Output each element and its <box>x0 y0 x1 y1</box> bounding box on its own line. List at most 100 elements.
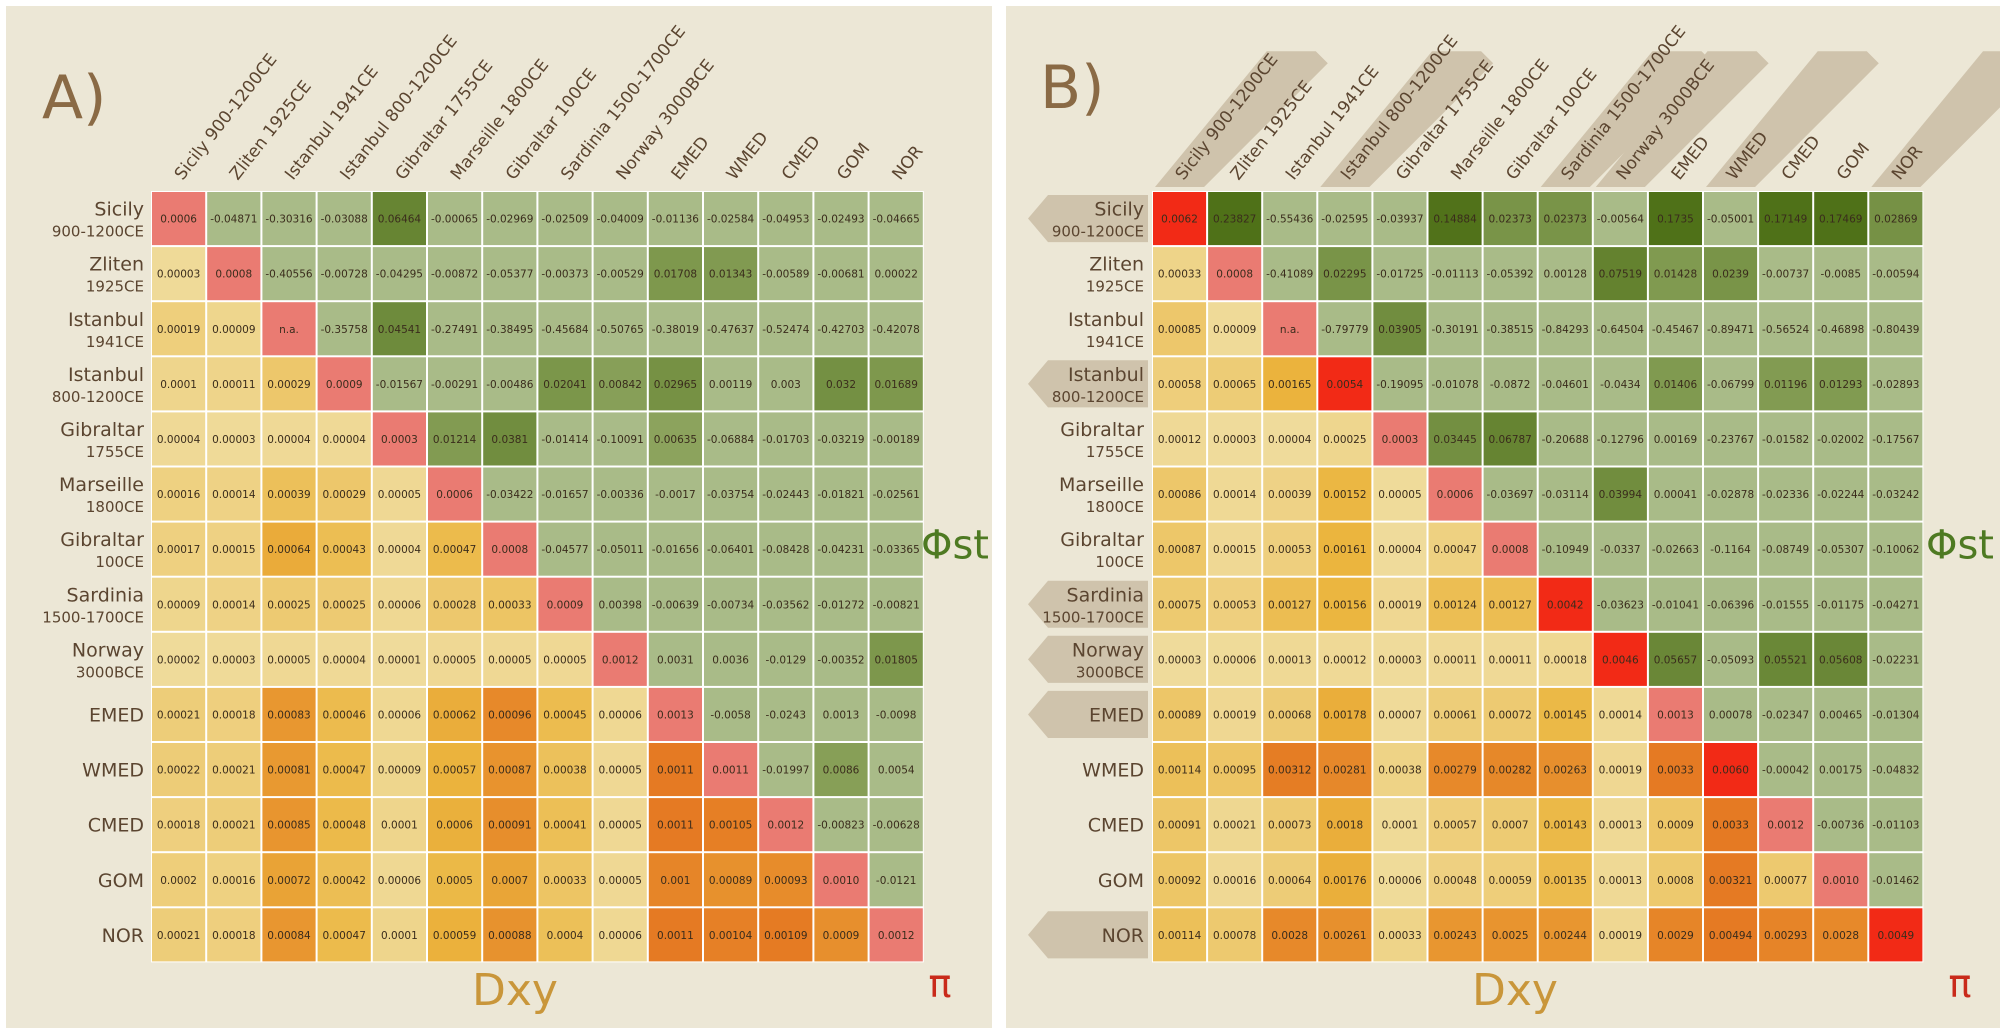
cell-value-label: 0.0008 <box>215 269 252 281</box>
heatmap-cell <box>1263 467 1317 521</box>
cell-value-label: 0.00842 <box>598 379 641 391</box>
heatmap-cell <box>869 357 923 411</box>
cell-value-label: 0.00114 <box>1158 765 1202 777</box>
cell-value-label: -0.04009 <box>597 214 644 226</box>
heatmap-cell <box>1814 192 1868 246</box>
heatmap-cell <box>1538 632 1592 686</box>
cell-value-label: 0.05608 <box>1819 654 1862 666</box>
heatmap-cell <box>152 302 206 356</box>
cell-value-label: 0.00039 <box>267 489 310 501</box>
heatmap-cell <box>1593 302 1647 356</box>
heatmap-cell <box>1593 412 1647 466</box>
heatmap-cell <box>869 798 923 852</box>
heatmap-cell <box>1483 522 1537 576</box>
cell-value-label: 0.00005 <box>378 489 421 501</box>
cell-value-label: -0.00291 <box>431 379 478 391</box>
cell-value-label: 0.0028 <box>1822 930 1859 942</box>
cell-value-label: 0.0012 <box>1767 820 1804 832</box>
cell-value-label: 0.00635 <box>654 434 697 446</box>
cell-value-label: 0.00161 <box>1323 544 1366 556</box>
heatmap-cell <box>428 247 482 301</box>
heatmap-cell <box>428 577 482 631</box>
heatmap-cell <box>1704 467 1758 521</box>
heatmap-cell <box>483 302 537 356</box>
cell-value-label: 0.00068 <box>1268 709 1311 721</box>
cell-value-label: 0.00005 <box>598 820 641 832</box>
cell-value-label: 0.00004 <box>157 434 201 446</box>
cell-value-label: -0.02336 <box>1762 489 1810 501</box>
heatmap-cell <box>262 192 316 246</box>
cell-value-label: 0.0013 <box>1657 709 1694 721</box>
cell-value-label: 0.0007 <box>491 875 528 887</box>
cell-value-label: 0.0381 <box>491 434 528 446</box>
cell-value-label: -0.40556 <box>265 269 313 281</box>
cell-value-label: -0.10091 <box>597 434 644 446</box>
heatmap-cell <box>1483 798 1537 852</box>
heatmap-cell <box>538 687 592 741</box>
cell-value-label: 0.00064 <box>267 544 311 556</box>
cell-value-label: 0.00038 <box>543 765 586 777</box>
cell-value-label: 0.00005 <box>1378 489 1421 501</box>
cell-value-label: 0.00176 <box>1323 875 1367 887</box>
heatmap-cell <box>372 522 426 576</box>
heatmap-cell <box>704 632 758 686</box>
cell-value-label: -0.19095 <box>1376 379 1423 391</box>
cell-value-label: 0.01708 <box>654 269 697 281</box>
heatmap-cell <box>428 522 482 576</box>
heatmap-cell <box>759 302 813 356</box>
cell-value-label: -0.79779 <box>1321 324 1368 336</box>
heatmap-cell <box>593 467 647 521</box>
heatmap-cell <box>1648 247 1702 301</box>
heatmap-cell <box>869 853 923 907</box>
heatmap-cell <box>538 302 592 356</box>
heatmap-cell <box>1814 632 1868 686</box>
cell-value-label: 0.0001 <box>160 379 197 391</box>
cell-value-label: 0.0049 <box>1877 930 1914 942</box>
cell-value-label: 0.00169 <box>1654 434 1697 446</box>
heatmap-cell <box>317 412 371 466</box>
heatmap-cell <box>1428 632 1482 686</box>
heatmap-cell <box>759 853 813 907</box>
cell-value-label: 0.00005 <box>488 654 531 666</box>
cell-value-label: 0.00092 <box>1158 875 1201 887</box>
heatmap-cell <box>1869 412 1923 466</box>
cell-value-label: -0.00589 <box>762 269 809 281</box>
cell-value-label: 0.07519 <box>1599 269 1642 281</box>
cell-value-label: 0.00002 <box>157 654 200 666</box>
cell-value-label: 0.00006 <box>598 709 642 721</box>
heatmap-cell <box>1593 908 1647 962</box>
heatmap-cell <box>1208 357 1262 411</box>
heatmap-cell <box>869 908 923 962</box>
cell-value-label: 0.0036 <box>712 654 749 666</box>
cell-value-label: 0.00005 <box>433 654 476 666</box>
cell-value-label: 0.0006 <box>436 820 473 832</box>
cell-value-label: 0.01689 <box>874 379 917 391</box>
row-label: Gibraltar <box>60 419 144 441</box>
cell-value-label: -0.00373 <box>541 269 588 281</box>
heatmap-cell <box>538 522 592 576</box>
cell-value-label: 0.00025 <box>1323 434 1366 446</box>
cell-value-label: 0.003 <box>771 379 801 391</box>
cell-value-label: -0.64504 <box>1597 324 1645 336</box>
heatmap-cell <box>1869 247 1923 301</box>
heatmap-cell <box>428 743 482 797</box>
heatmap-cell <box>814 908 868 962</box>
heatmap-cell <box>1153 687 1207 741</box>
cell-value-label: 0.00119 <box>709 379 752 391</box>
cell-value-label: 0.00085 <box>1158 324 1201 336</box>
heatmap-cell <box>1263 632 1317 686</box>
heatmap-cell <box>1593 467 1647 521</box>
cell-value-label: -0.38515 <box>1487 324 1534 336</box>
cell-value-label: -0.00042 <box>1762 765 1809 777</box>
column-tab <box>1155 51 1328 188</box>
heatmap-cell <box>814 302 868 356</box>
heatmap-cell <box>1593 853 1647 907</box>
cell-value-label: -0.03365 <box>873 544 920 556</box>
heatmap-cell <box>704 853 758 907</box>
row-label: WMED <box>1082 760 1144 782</box>
heatmap-cell <box>1428 687 1482 741</box>
heatmap-cell <box>262 412 316 466</box>
cell-value-label: -0.10949 <box>1542 544 1589 556</box>
cell-value-label: -0.02002 <box>1817 434 1864 446</box>
